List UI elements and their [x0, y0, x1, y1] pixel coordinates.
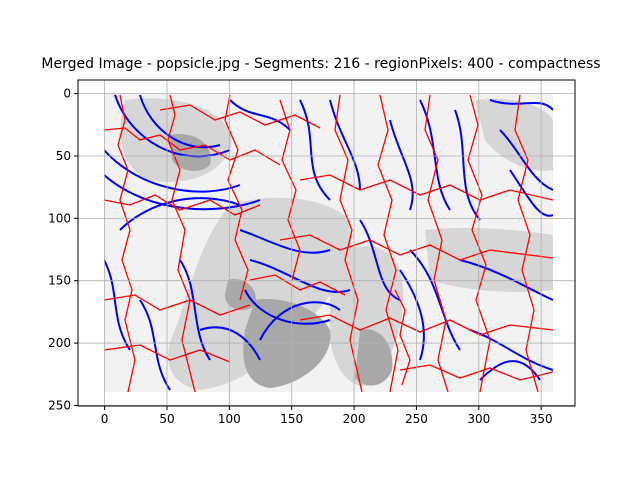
image-content	[120, 98, 553, 390]
dark-region	[225, 279, 256, 311]
y-tick-label: 250	[48, 398, 71, 412]
gray-region	[425, 227, 553, 292]
y-tick-label: 50	[56, 149, 71, 163]
dark-region	[170, 134, 211, 172]
x-tick-label: 300	[467, 412, 490, 426]
x-tick-label: 0	[101, 412, 109, 426]
plot-area: 0 50 100 150 200 250 300 350 0 50 100 150 200 250	[48, 79, 576, 426]
contour-lines	[104, 94, 553, 391]
x-tick-label: 50	[159, 412, 174, 426]
y-axis: 0 50 100 150 200 250	[48, 87, 78, 412]
x-tick-label: 150	[280, 412, 303, 426]
dark-region	[243, 299, 331, 388]
y-tick-label: 200	[48, 336, 71, 350]
gray-region	[475, 98, 553, 171]
y-tick-label: 150	[48, 274, 71, 288]
gray-region	[168, 197, 352, 390]
axes-frame	[77, 79, 576, 407]
y-tick-label: 100	[48, 211, 71, 225]
x-tick-label: 350	[530, 412, 553, 426]
chart-title: Merged Image - popsicle.jpg - Segments: …	[41, 56, 600, 72]
x-tick-label: 200	[343, 412, 366, 426]
x-tick-label: 100	[218, 412, 241, 426]
y-tick-label: 0	[63, 87, 71, 101]
x-tick-label: 250	[405, 412, 428, 426]
x-axis: 0 50 100 150 200 250 300 350	[101, 406, 553, 426]
segment-boundaries	[104, 94, 553, 392]
grid	[78, 80, 575, 406]
